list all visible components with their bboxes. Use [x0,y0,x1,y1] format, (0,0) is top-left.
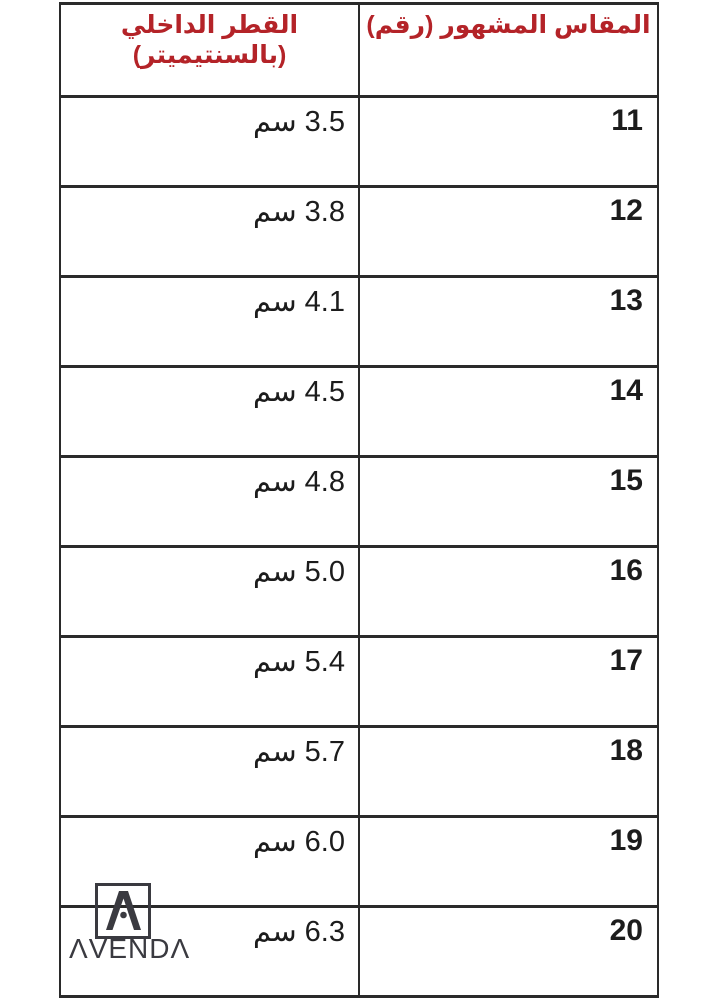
table-row: 5.7 سم 18 [59,725,659,818]
size-column-header: المقاس المشهور (رقم) [358,2,659,98]
diameter-cell: 6.3 سم [59,905,360,998]
diameter-cell: 4.5 سم [59,365,360,458]
table-row: 3.8 سم 12 [59,185,659,278]
diameter-cell: 5.7 سم [59,725,360,818]
diameter-cell: 4.8 سم [59,455,360,548]
size-cell: 11 [358,95,659,188]
ring-size-chart-table: القطر الداخلي (بالسنتيميتر) المقاس المشه… [59,2,659,998]
size-cell: 16 [358,545,659,638]
size-cell: 14 [358,365,659,458]
table-row: 6.0 سم 19 [59,815,659,908]
diameter-cell: 5.0 سم [59,545,360,638]
table-row: 5.4 سم 17 [59,635,659,728]
size-cell: 19 [358,815,659,908]
size-cell: 18 [358,725,659,818]
size-cell: 15 [358,455,659,548]
table-row: 4.1 سم 13 [59,275,659,368]
size-cell: 17 [358,635,659,728]
diameter-cell: 4.1 سم [59,275,360,368]
diameter-cell: 3.8 سم [59,185,360,278]
table-row: 5.0 سم 16 [59,545,659,638]
diameter-cell: 5.4 سم [59,635,360,728]
size-cell: 20 [358,905,659,998]
table-row: 3.5 سم 11 [59,95,659,188]
diameter-cell: 6.0 سم [59,815,360,908]
diameter-cell: 3.5 سم [59,95,360,188]
table-row: 4.8 سم 15 [59,455,659,548]
avenda-monogram-icon [95,883,151,939]
table-row: 6.3 سم 20 [59,905,659,998]
size-cell: 13 [358,275,659,368]
avenda-wordmark: ΛVENDΛ [69,933,191,964]
header-row: القطر الداخلي (بالسنتيميتر) المقاس المشه… [59,2,659,98]
table-row: 4.5 سم 14 [59,365,659,458]
size-cell: 12 [358,185,659,278]
diameter-column-header: القطر الداخلي (بالسنتيميتر) [59,2,360,98]
